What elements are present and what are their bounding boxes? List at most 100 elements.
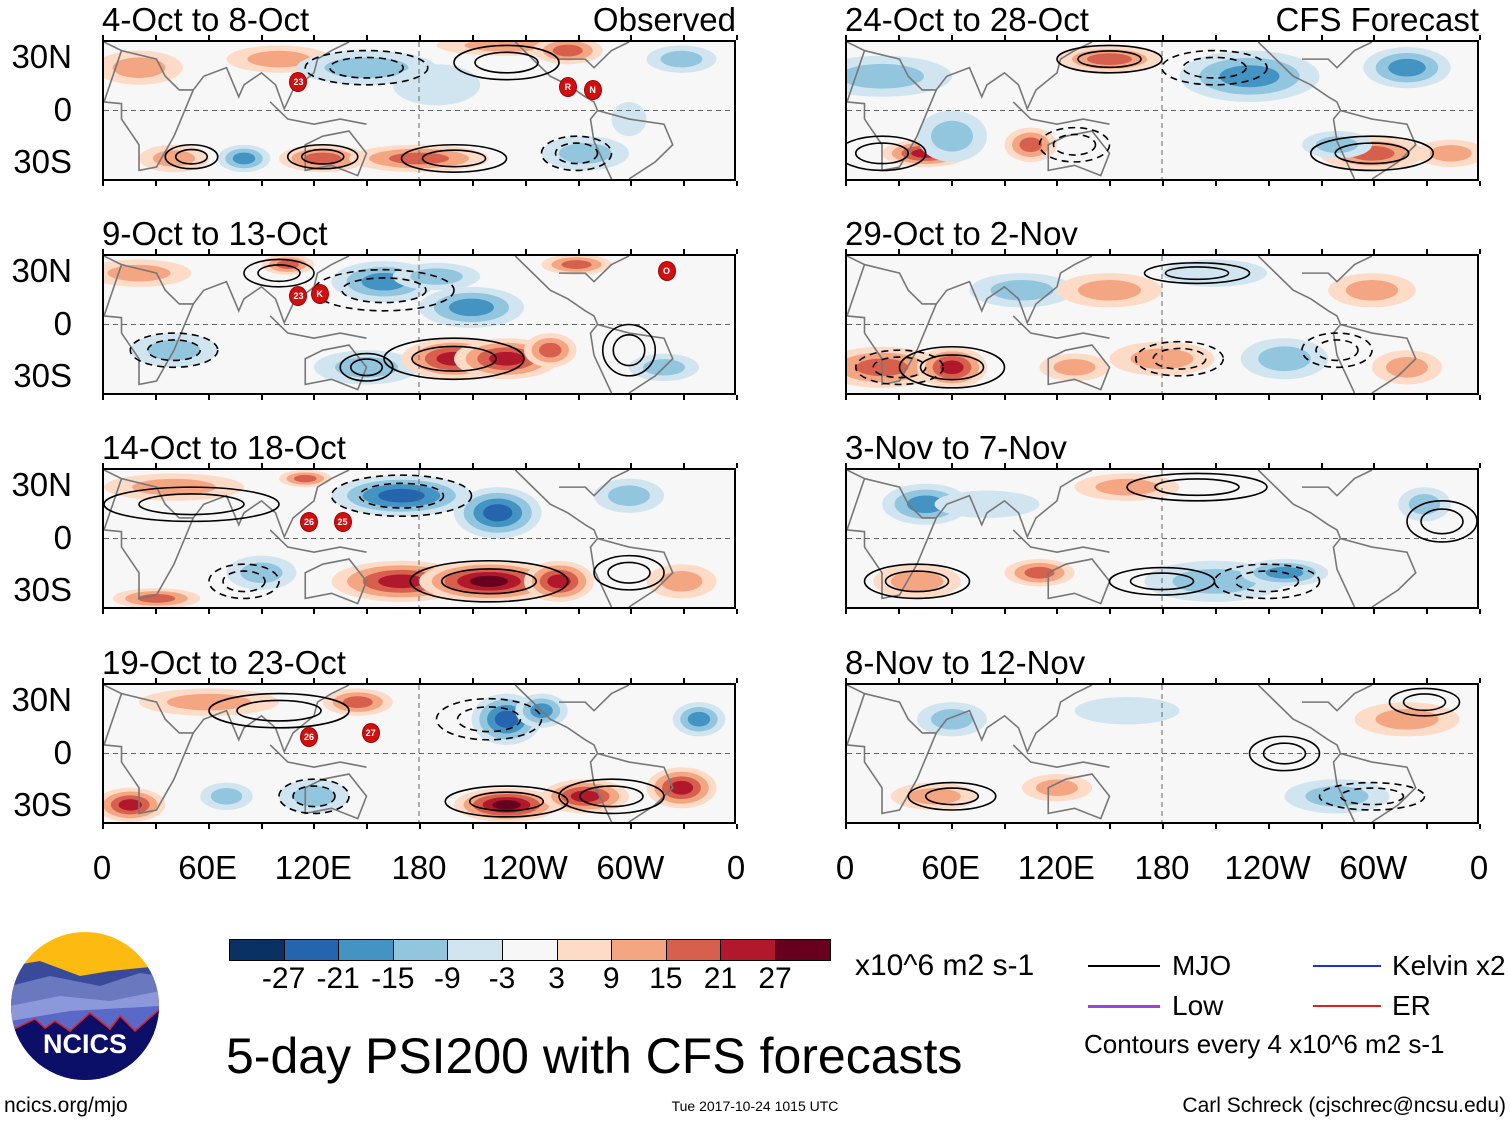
- tick: [1056, 463, 1059, 468]
- colorbar-label: 15: [649, 962, 683, 995]
- colorbar-swatch: [447, 939, 504, 961]
- tick: [154, 249, 157, 254]
- ncics-logo: NCICS: [11, 932, 159, 1080]
- lon-label: 120W: [481, 849, 568, 886]
- mjo-contour-positive: [340, 354, 393, 381]
- tick: [897, 609, 900, 614]
- tick: [1479, 181, 1481, 186]
- lon-label: 60W: [1339, 849, 1408, 886]
- tick: [1426, 35, 1429, 40]
- tick: [845, 463, 847, 468]
- mjo-contour-positive: [921, 355, 984, 380]
- coastline: [559, 42, 629, 68]
- mjo-contour-negative: [542, 136, 612, 170]
- mjo-contour-positive: [412, 346, 496, 371]
- anomaly-shading: [1078, 279, 1141, 301]
- mjo-contour-positive: [865, 564, 970, 598]
- tick: [1426, 249, 1429, 254]
- tick: [471, 181, 474, 186]
- tick: [736, 395, 738, 400]
- tick: [1373, 181, 1376, 186]
- tropical-cyclone-icon: 23: [289, 71, 308, 92]
- coastline: [1048, 774, 1109, 819]
- tick: [366, 35, 369, 40]
- tick: [577, 609, 580, 614]
- tick: [1267, 463, 1270, 468]
- mjo-contour-positive: [1110, 568, 1215, 595]
- tick: [260, 824, 263, 829]
- legend-line-er: [1313, 1005, 1381, 1007]
- tick: [630, 824, 633, 829]
- psi200-map: [847, 256, 1477, 393]
- mjo-contour-positive: [384, 338, 524, 379]
- anomaly-shading: [1053, 359, 1096, 376]
- tick: [950, 35, 953, 40]
- colorbar-swatch: [556, 939, 613, 961]
- panel-title: 3-Nov to 7-Nov: [845, 429, 1067, 466]
- anomaly-shading: [378, 574, 425, 589]
- coastline: [1048, 559, 1109, 604]
- map-panel: [102, 40, 736, 181]
- mjo-contour-positive: [613, 335, 645, 366]
- panel-title: 4-Oct to 8-Oct: [102, 1, 310, 38]
- legend-line-kelvin: [1313, 965, 1381, 967]
- mjo-contour-negative: [1162, 51, 1267, 85]
- tick: [260, 678, 263, 683]
- tick: [260, 35, 263, 40]
- mjo-contour-positive: [1407, 501, 1477, 542]
- anomaly-shading: [293, 786, 335, 807]
- tick: [1162, 463, 1164, 468]
- map-panel: [102, 254, 736, 395]
- tick: [683, 181, 686, 186]
- coastline: [305, 131, 366, 176]
- colorbar-swatch: [775, 939, 831, 961]
- tick: [630, 463, 633, 468]
- coastline: [559, 685, 629, 711]
- lon-label: 60E: [178, 849, 238, 886]
- mjo-contour-negative: [360, 483, 444, 508]
- tick: [897, 35, 900, 40]
- tick: [1267, 35, 1270, 40]
- tick: [313, 395, 316, 400]
- anomaly-shading: [660, 50, 703, 68]
- tick: [524, 249, 527, 254]
- mjo-contour-positive: [1421, 509, 1463, 534]
- mjo-contour-positive: [1145, 263, 1250, 284]
- tick: [102, 609, 104, 614]
- anomaly-shading: [1087, 53, 1132, 65]
- anomaly-shading: [931, 120, 973, 152]
- mjo-contour-positive: [237, 700, 321, 721]
- psi200-map: [847, 470, 1477, 607]
- site-link[interactable]: ncics.org/mjo: [4, 1094, 128, 1117]
- tick: [1479, 463, 1481, 468]
- tick: [1320, 249, 1323, 254]
- mjo-contour-negative: [1040, 128, 1110, 162]
- tick: [950, 249, 953, 254]
- tropical-cyclone-icon: 27: [361, 723, 380, 744]
- tick: [1003, 35, 1006, 40]
- tick: [313, 249, 316, 254]
- tick: [1320, 35, 1323, 40]
- tick: [1056, 824, 1059, 829]
- coastline: [1302, 685, 1372, 711]
- tick: [1162, 609, 1164, 614]
- tick: [845, 35, 847, 40]
- tick: [577, 678, 580, 683]
- tick: [1373, 609, 1376, 614]
- mjo-contour-negative: [342, 278, 426, 303]
- anomaly-shading: [908, 788, 961, 805]
- mjo-contour-positive: [410, 561, 568, 602]
- anomaly-shading: [1074, 696, 1180, 725]
- coastline: [1302, 256, 1372, 282]
- tick: [102, 181, 104, 186]
- tick: [1267, 249, 1270, 254]
- tick: [1479, 249, 1481, 254]
- lat-label: 0: [53, 734, 72, 771]
- mjo-contour-negative: [1236, 571, 1299, 592]
- mjo-contour-positive: [1250, 736, 1320, 770]
- coastline: [847, 685, 1092, 752]
- coastline: [104, 265, 193, 385]
- anomaly-shading: [1429, 145, 1472, 162]
- anomaly-shading: [342, 696, 373, 708]
- tick: [736, 181, 738, 186]
